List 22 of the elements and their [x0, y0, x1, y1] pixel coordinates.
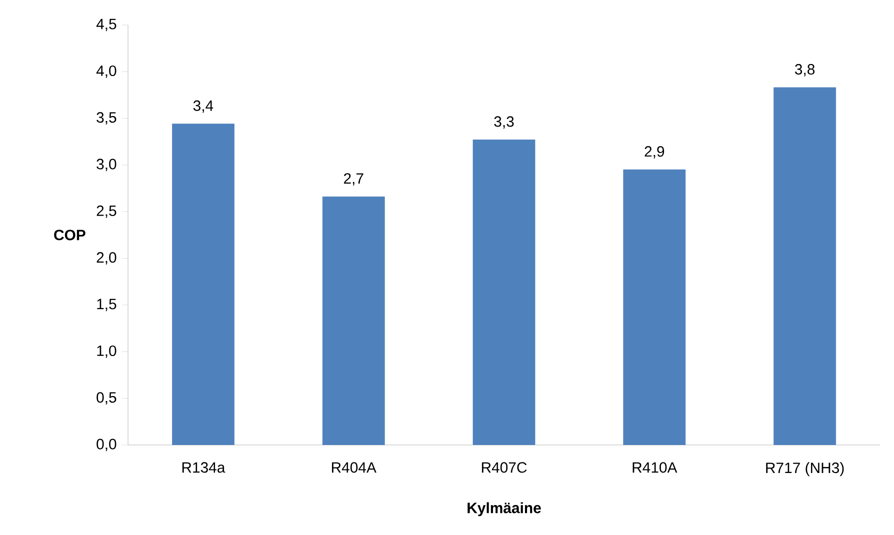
y-tick-label: 2,0 — [96, 252, 116, 264]
data-label: 3,4 — [193, 100, 214, 113]
y-tick-label: 4,0 — [96, 65, 116, 78]
y-tick-label: 1,5 — [97, 298, 116, 312]
y-tick-label: 1,0 — [97, 345, 116, 358]
data-label: 2,9 — [644, 146, 664, 158]
y-tick-label: 3,0 — [96, 158, 116, 172]
x-tick-label: R717 (NH3) — [766, 462, 844, 476]
y-tick-label: 4,5 — [96, 18, 116, 32]
y-tick-label: 0,5 — [96, 392, 116, 404]
y-tick-label: 2,5 — [96, 205, 116, 218]
x-tick-label: R404A — [332, 462, 376, 473]
y-tick-label: 0,0 — [96, 438, 116, 452]
y-tick-label: 3,5 — [96, 112, 116, 124]
data-label: 2,7 — [344, 173, 364, 186]
data-label: 3,8 — [794, 64, 815, 76]
x-tick-label: R407C — [482, 462, 527, 473]
x-tick-label: R134a — [182, 462, 226, 473]
x-tick-label: R410A — [632, 462, 678, 473]
y-axis-title: COP — [54, 230, 86, 240]
data-label: 3,3 — [494, 116, 514, 129]
x-axis-title: Kylmäaine — [468, 502, 541, 516]
